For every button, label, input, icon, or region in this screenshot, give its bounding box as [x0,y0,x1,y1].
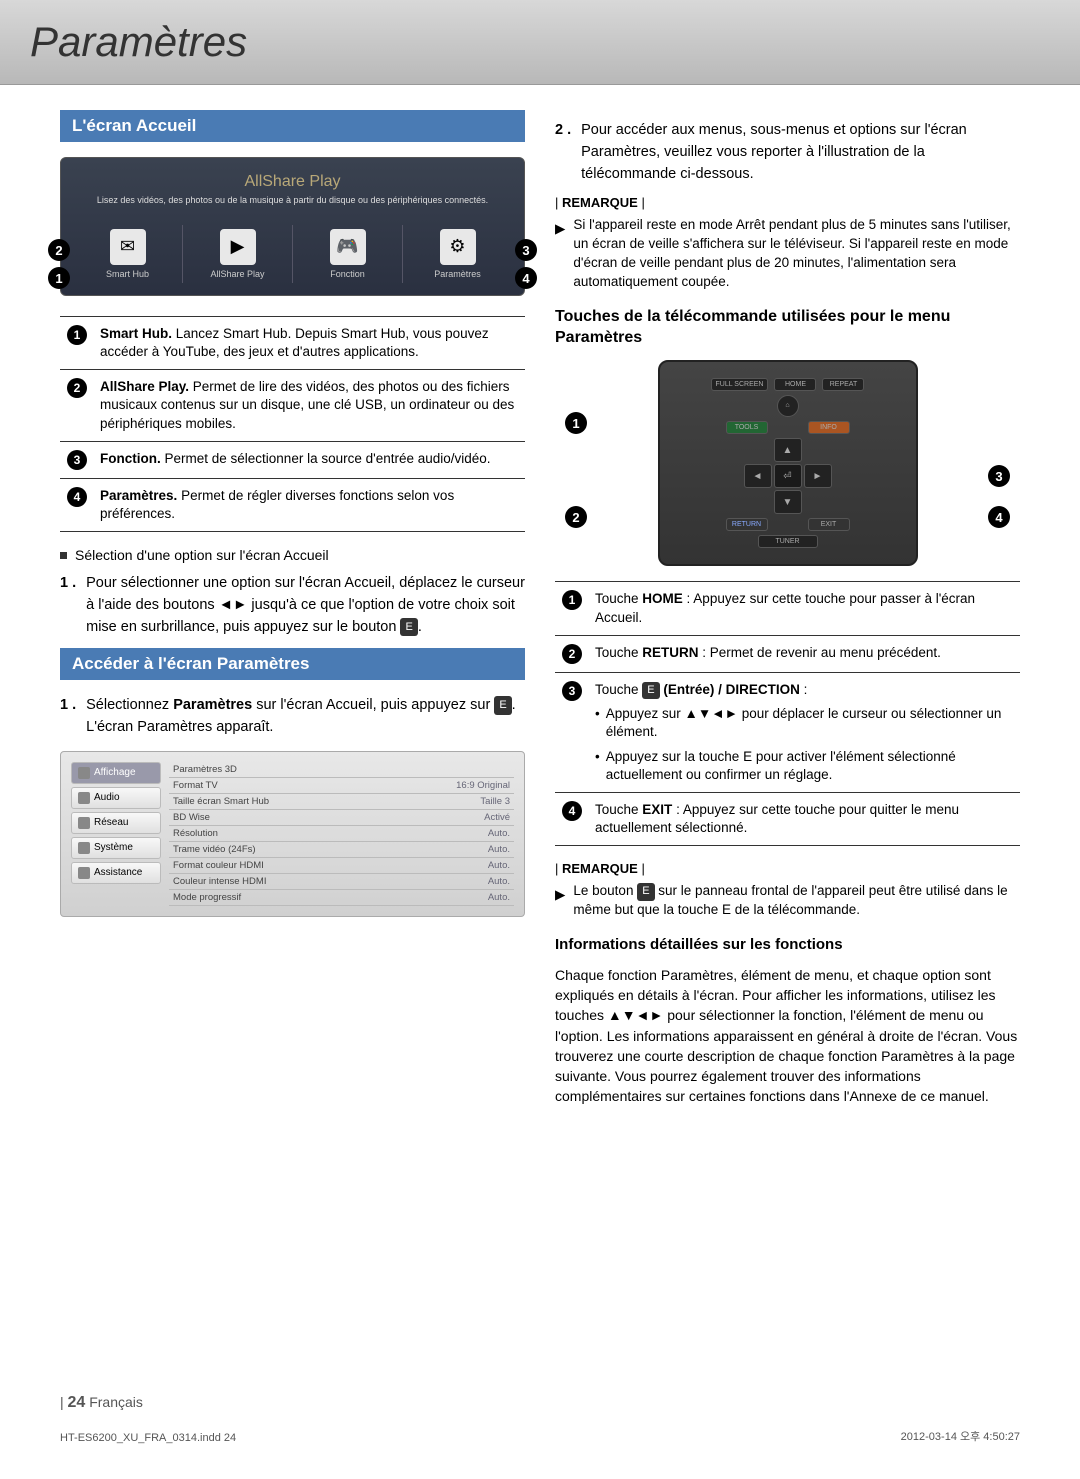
enter-icon: E [494,696,511,715]
tab-systeme: Système [71,837,161,859]
remarque-label-2: REMARQUE [555,861,1020,876]
subhead-info: Informations détaillées sur les fonction… [555,935,1020,955]
bullet-select-option: Sélection d'une option sur l'écran Accue… [60,547,525,563]
allshare-subtitle: Lisez des vidéos, des photos ou de la mu… [73,195,512,207]
gear-icon: ⚙ [440,229,476,265]
page-title: Paramètres [30,18,1050,66]
tab-audio: Audio [71,787,161,809]
callout-4: 4 [515,267,537,289]
home-desc-table: 1Smart Hub. Lancez Smart Hub. Depuis Sma… [60,316,525,533]
remarque-label: REMARQUE [555,195,1020,210]
repeat-button: REPEAT [822,378,864,391]
table-row: 4Paramètres. Permet de régler diverses f… [60,478,525,531]
right-column: 2 . Pour accéder aux menus, sous-menus e… [555,110,1020,1115]
info-paragraph: Chaque fonction Paramètres, élément de m… [555,965,1020,1107]
dpad-right-icon: ► [804,464,832,488]
table-row: 4Touche EXIT : Appuyez sur cette touche … [555,792,1020,845]
function-icon: 🎮 [330,229,366,265]
settings-screenshot: Affichage Audio Réseau Système Assistanc… [60,751,525,917]
step-1: 1 . Pour sélectionner une option sur l'é… [60,573,525,638]
note-2: ▶Le bouton E sur le panneau frontal de l… [555,882,1020,920]
remote-diagram: FULL SCREEN HOME REPEAT ⌂ TOOLS INFO ▲ ◄… [555,360,1020,566]
settings-sidebar: Affichage Audio Réseau Système Assistanc… [71,762,161,906]
tuner-button: TUNER [758,535,818,548]
play-icon: ▶ [220,229,256,265]
table-row: 1Touche HOME : Appuyez sur cette touche … [555,582,1020,635]
allshare-preview: AllShare Play Lisez des vidéos, des phot… [60,157,525,296]
dpad-left-icon: ◄ [744,464,772,488]
page: Paramètres L'écran Accueil AllShare Play… [0,0,1080,1479]
enter-icon: E [637,883,654,900]
tab-assistance: Assistance [71,862,161,884]
callout-3: 3 [515,239,537,261]
dpad-up-icon: ▲ [774,438,802,462]
smart-hub-icon: ✉ [110,229,146,265]
fullscreen-button: FULL SCREEN [711,378,769,391]
step-2: 2 . Pour accéder aux menus, sous-menus e… [555,120,1020,185]
icon-function: 🎮 Fonction [292,225,402,283]
icon-settings: ⚙ Paramètres [402,225,512,283]
callout-2: 2 [48,239,70,261]
note-1: ▶Si l'appareil reste en mode Arrêt penda… [555,216,1020,292]
tab-affichage: Affichage [71,762,161,784]
table-row: 2AllShare Play. Permet de lire des vidéo… [60,370,525,442]
callout-r2: 2 [565,506,587,528]
table-row: 1Smart Hub. Lancez Smart Hub. Depuis Sma… [60,316,525,369]
icon-allshare-play: ▶ AllShare Play [182,225,292,283]
table-row: 3Fonction. Permet de sélectionner la sou… [60,441,525,478]
section-home-screen: L'écran Accueil [60,110,525,142]
remote-desc-table: 1Touche HOME : Appuyez sur cette touche … [555,581,1020,846]
tab-reseau: Réseau [71,812,161,834]
dpad: ▲ ◄⏎► ▼ [744,438,832,514]
allshare-title: AllShare Play [73,173,512,191]
home-button: HOME [774,378,816,391]
footer-file: HT-ES6200_XU_FRA_0314.indd 24 [60,1432,236,1444]
table-row: 2Touche RETURN : Permet de revenir au me… [555,635,1020,672]
table-row: 3 Touche E (Entrée) / DIRECTION : •Appuy… [555,672,1020,792]
title-banner: Paramètres [0,0,1080,85]
enter-icon: E [400,618,417,637]
section-access-settings: Accéder à l'écran Paramètres [60,648,525,680]
left-column: L'écran Accueil AllShare Play Lisez des … [60,110,525,1115]
icon-smart-hub: ✉ Smart Hub [73,225,182,283]
exit-button: EXIT [808,518,850,531]
page-footer: | 24 Français HT-ES6200_XU_FRA_0314.indd… [60,1394,1020,1444]
step-access-1: 1 . Sélectionnez Paramètres sur l'écran … [60,695,525,739]
callout-r3: 3 [988,465,1010,487]
subhead-remote: Touches de la télécommande utilisées pou… [555,307,1020,349]
home-round-icon: ⌂ [777,395,799,417]
footer-date: 2012-03-14 오후 4:50:27 [901,1428,1020,1444]
dpad-down-icon: ▼ [774,490,802,514]
callout-r4: 4 [988,506,1010,528]
settings-rows: Paramètres 3D Format TV16:9 Original Tai… [169,762,514,906]
tools-button: TOOLS [726,421,768,434]
enter-icon: E [642,682,659,699]
callout-1: 1 [48,267,70,289]
dpad-enter-icon: ⏎ [774,464,802,488]
callout-r1: 1 [565,412,587,434]
info-button: INFO [808,421,850,434]
return-button: RETURN [726,518,768,531]
